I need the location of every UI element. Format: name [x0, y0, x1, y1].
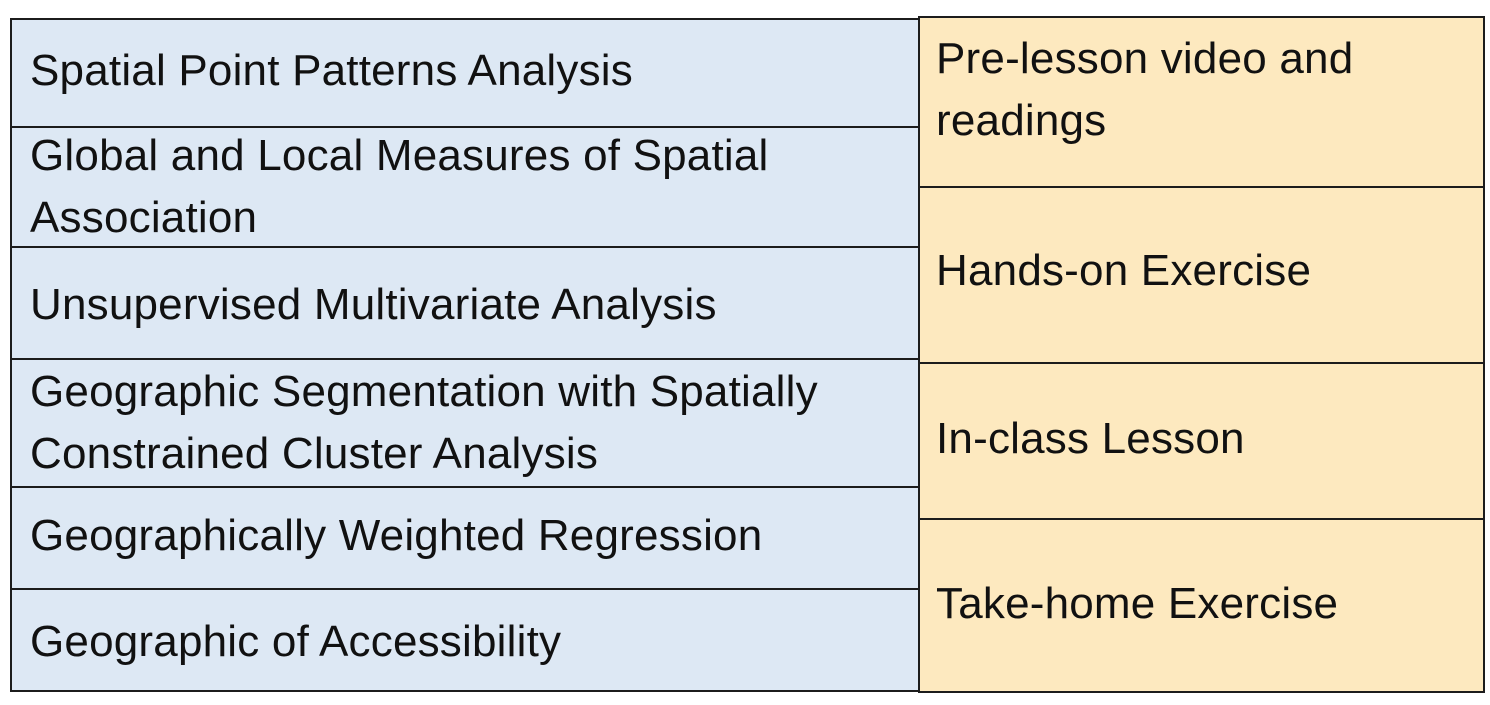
activity-label: Pre-lesson video and readings — [936, 34, 1354, 145]
topic-label: Geographically Weighted Regression — [30, 511, 763, 560]
topic-box-accessibility: Geographic of Accessibility — [10, 588, 920, 692]
activity-box-take-home: Take-home Exercise — [918, 518, 1485, 693]
activities-column: Pre-lesson video and readings Hands-on E… — [918, 16, 1485, 693]
activity-label: In-class Lesson — [936, 414, 1245, 463]
topic-label: Geographic of Accessibility — [30, 617, 562, 666]
topic-box-gwr: Geographically Weighted Regression — [10, 486, 920, 590]
topics-column: Spatial Point Patterns Analysis Global a… — [10, 18, 920, 692]
activity-box-pre-lesson: Pre-lesson video and readings — [918, 16, 1485, 188]
topic-box-multivariate: Unsupervised Multivariate Analysis — [10, 246, 920, 360]
activity-label: Hands-on Exercise — [936, 246, 1312, 295]
activity-box-hands-on: Hands-on Exercise — [918, 186, 1485, 364]
topic-box-segmentation: Geographic Segmentation with Spatially C… — [10, 358, 920, 488]
activity-box-in-class: In-class Lesson — [918, 362, 1485, 520]
topic-box-spatial-association: Global and Local Measures of Spatial Ass… — [10, 126, 920, 248]
topic-label: Unsupervised Multivariate Analysis — [30, 280, 717, 329]
activity-label: Take-home Exercise — [936, 578, 1339, 628]
topic-label: Global and Local Measures of Spatial Ass… — [30, 131, 769, 242]
topic-label: Spatial Point Patterns Analysis — [30, 46, 633, 95]
topic-label: Geographic Segmentation with Spatially C… — [30, 367, 818, 478]
topic-box-point-patterns: Spatial Point Patterns Analysis — [10, 18, 920, 128]
